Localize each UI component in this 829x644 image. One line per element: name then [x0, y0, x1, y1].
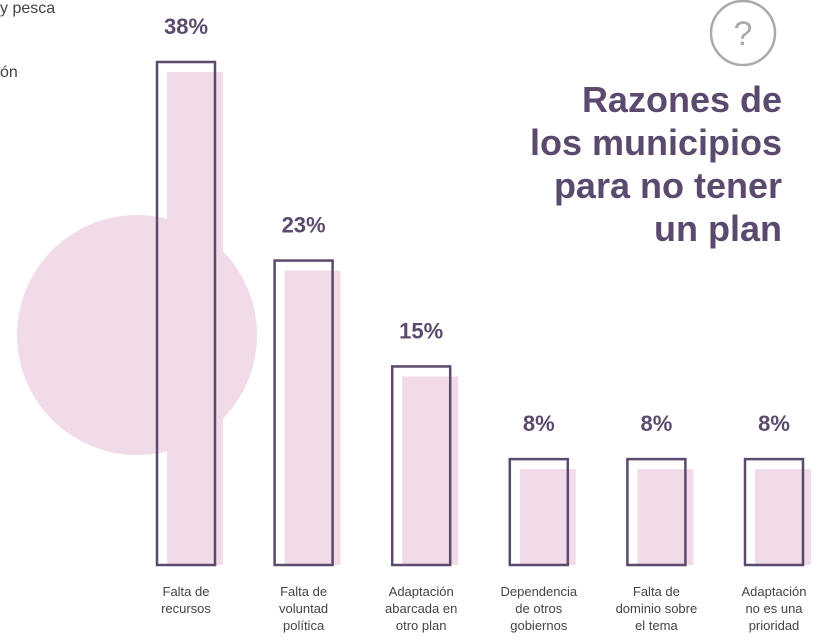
icon-text: ? [734, 15, 753, 53]
bar [637, 469, 694, 565]
bar-outline [390, 365, 452, 567]
bar [167, 72, 223, 565]
bar-outline [743, 457, 805, 567]
value-label: 8% [758, 411, 790, 436]
x-tick-label: Dependencia de otros gobiernos [500, 584, 578, 633]
value-label: 38% [164, 14, 208, 39]
value-label: 8% [641, 411, 673, 436]
bar-outline [626, 457, 687, 567]
question-icon [709, 0, 777, 67]
chart-title: Razones de los municipios para no tener … [529, 79, 782, 249]
bar [284, 270, 341, 565]
bar-outline [155, 60, 217, 567]
bar [519, 469, 576, 565]
bar [402, 376, 459, 565]
x-tick-label: Falta de recursos [161, 584, 211, 616]
bar-outline [273, 259, 334, 567]
fragment: ón [0, 64, 18, 81]
x-tick-label: Adaptación abarcada en otro plan [385, 584, 458, 633]
value-label: 15% [399, 318, 443, 343]
x-tick-label: Falta de dominio sobre el tema [615, 584, 698, 633]
bar [755, 469, 811, 565]
value-label: 8% [523, 411, 555, 436]
fragment: y pesca [0, 0, 56, 17]
value-label: 23% [282, 213, 326, 238]
x-tick-label: Falta de voluntad política [279, 584, 329, 633]
bar-outline [508, 457, 570, 567]
x-tick-label: Adaptación no es una prioridad [741, 584, 807, 633]
